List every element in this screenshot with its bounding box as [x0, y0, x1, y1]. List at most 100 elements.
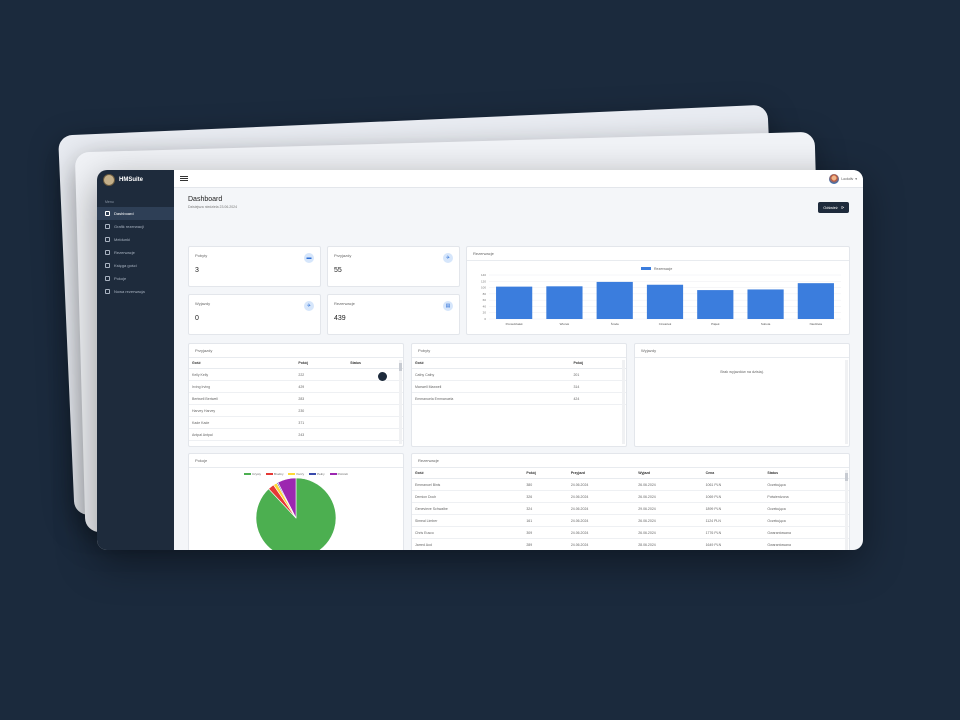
table-row[interactable]: Simeal Limber 161 24.06.2024 26.06.2024 1124…: [412, 514, 849, 527]
table-row[interactable]: Kade Kade 371: [189, 416, 403, 429]
table-row[interactable]: Jarred Aod 289 24.06.2024 28.06.2024 1649 PL…: [412, 538, 849, 550]
sidebar-item-label: Pokoje: [114, 276, 127, 281]
table-row[interactable]: Harvey Harvey 230: [189, 404, 403, 417]
table-cell: 24.06.2024: [567, 514, 636, 527]
stat-label: Przyjazdy: [334, 253, 352, 258]
reservations-table-card: Rezerwacje Gość Pokój Przyjazd Wyjazd Cena St…: [411, 453, 850, 550]
card-title: Wyjazdy: [635, 344, 849, 358]
scrollbar[interactable]: [845, 360, 848, 444]
legend-swatch: [309, 472, 317, 476]
column-header[interactable]: Cena: [702, 468, 765, 479]
table-row[interactable]: Genevieve Schwalbe 324 24.06.2024 29.06.202…: [412, 502, 849, 515]
bar[interactable]: [496, 286, 533, 319]
column-header[interactable]: Status: [347, 358, 403, 369]
legend-label: Brudny: [273, 472, 284, 476]
user-menu[interactable]: Lockdiv ▾: [829, 173, 857, 184]
column-header[interactable]: Wyjazd: [635, 468, 703, 479]
sidebar-item-label: Księga gości: [114, 263, 137, 268]
legend-item[interactable]: Pełny: [309, 472, 325, 476]
table-row[interactable]: Maxwell Maxwell 314: [412, 380, 626, 393]
new-reservation-icon: [105, 289, 110, 294]
table-row[interactable]: Kelly Kelly 222: [189, 368, 403, 381]
table-cell: Gwarantowana: [764, 526, 849, 539]
scrollbar[interactable]: [622, 360, 625, 444]
column-header[interactable]: Gość: [412, 468, 524, 479]
table-row[interactable]: Bertwell Bertwell 283: [189, 392, 403, 405]
table-row[interactable]: Emmanuel Binis 380 24.06.2024 26.06.2024 106…: [412, 478, 849, 491]
column-header[interactable]: Status: [764, 468, 849, 479]
table-cell: 24.06.2024: [567, 490, 636, 503]
column-header[interactable]: Pokój: [570, 358, 626, 369]
table-cell: 29.06.2024: [635, 502, 703, 515]
bar[interactable]: [747, 289, 784, 319]
table-cell: 26.06.2024: [635, 514, 703, 527]
bar[interactable]: [697, 290, 734, 319]
table-cell: 429: [295, 380, 348, 393]
table-cell: Irving Irving: [189, 380, 296, 393]
y-tick-label: 40: [483, 304, 487, 308]
table-row[interactable]: Cathy Cathy 201: [412, 368, 626, 381]
legend-item[interactable]: Potrzeb: [329, 472, 348, 476]
card-title: Przyjazdy: [189, 344, 403, 358]
table-cell: [347, 368, 403, 381]
column-header[interactable]: Gość: [189, 358, 296, 369]
y-tick-label: 100: [481, 286, 486, 290]
sidebar-item-6[interactable]: Nowa rezerwacja: [97, 285, 174, 298]
scrollbar[interactable]: [845, 470, 848, 550]
refresh-button[interactable]: Odśwież ⟳: [818, 202, 849, 213]
bar[interactable]: [546, 286, 583, 319]
brand-name: HMSuite: [119, 177, 143, 183]
table-cell: 28.06.2024: [635, 538, 703, 550]
legend-item[interactable]: Kurzy: [288, 472, 304, 476]
table-row[interactable]: Irving Irving 429: [189, 380, 403, 393]
table-row[interactable]: Demion Doch 326 24.06.2024 26.06.2024 1069 P…: [412, 490, 849, 503]
table-cell: [347, 416, 403, 429]
y-tick-label: 0: [484, 317, 486, 321]
legend-item[interactable]: Czysty: [243, 472, 261, 476]
sidebar-item-1[interactable]: Grafik rezerwacji: [97, 220, 174, 233]
sidebar-item-3[interactable]: Rezerwacje: [97, 246, 174, 259]
reservation-icon: [105, 250, 110, 255]
bar[interactable]: [646, 284, 684, 319]
stat-value: 439: [334, 315, 346, 322]
arrivals-card: Przyjazdy Gość Pokój Status Kelly Kelly 222 I…: [188, 343, 404, 447]
bar[interactable]: [797, 283, 834, 319]
menu-heading: Menu: [105, 200, 114, 204]
column-header[interactable]: Gość: [412, 358, 571, 369]
dashboard-content: Dashboard Dzisiejsza niedziela 23.06.202…: [174, 188, 863, 550]
sidebar-item-4[interactable]: Księga gości: [97, 259, 174, 272]
sidebar-item-2[interactable]: Meldunki: [97, 233, 174, 246]
sidebar-item-label: Dashboard: [114, 211, 134, 216]
table-cell: 324: [523, 502, 568, 515]
pie-slice[interactable]: [277, 477, 297, 519]
floating-action-button[interactable]: [378, 372, 387, 381]
legend-item[interactable]: Brudny: [265, 472, 284, 476]
stat-card-departures: Wyjazdy 0 ✈: [188, 294, 321, 335]
bar[interactable]: [596, 281, 633, 319]
column-header[interactable]: Pokój: [523, 468, 568, 479]
sidebar-item-0[interactable]: Dashboard: [97, 207, 174, 220]
scrollbar[interactable]: [399, 360, 402, 444]
column-header[interactable]: Pokój: [295, 358, 348, 369]
hamburger-icon[interactable]: [180, 176, 188, 181]
reservations-chart-card: Rezerwacje Rezerwacje 0 20 40 60 80 100 120 140 P…: [466, 246, 850, 335]
legend-swatch: [288, 472, 296, 476]
sidebar-item-label: Rezerwacje: [114, 250, 135, 255]
sidebar: HMSuite Menu Dashboard Grafik rezerwacji M…: [97, 170, 174, 550]
page-subtitle: Dzisiejsza niedziela 23.06.2024: [188, 205, 238, 209]
table-cell: 371: [295, 416, 348, 429]
table-cell: Demion Doch: [412, 490, 524, 503]
y-tick-label: 60: [483, 298, 487, 302]
table-cell: 314: [570, 380, 626, 393]
pie-legend: Czysty Brudny Kurzy Pełny Potrzeb: [189, 468, 403, 476]
sidebar-item-5[interactable]: Pokoje: [97, 272, 174, 285]
table-cell: 26.06.2024: [635, 478, 703, 491]
table-cell: Oczekująca: [764, 502, 849, 515]
legend-label: Pełny: [317, 472, 325, 476]
column-header[interactable]: Przyjazd: [567, 468, 636, 479]
table-row[interactable]: Antpal Antpal 243: [189, 428, 403, 441]
table-cell: 309: [523, 526, 568, 539]
table-row[interactable]: Emmanuela Emmanuela 424: [412, 392, 626, 405]
brand[interactable]: HMSuite: [97, 170, 174, 190]
table-row[interactable]: Chris Eusco 309 24.06.2024 26.06.2024 1776 P…: [412, 526, 849, 539]
